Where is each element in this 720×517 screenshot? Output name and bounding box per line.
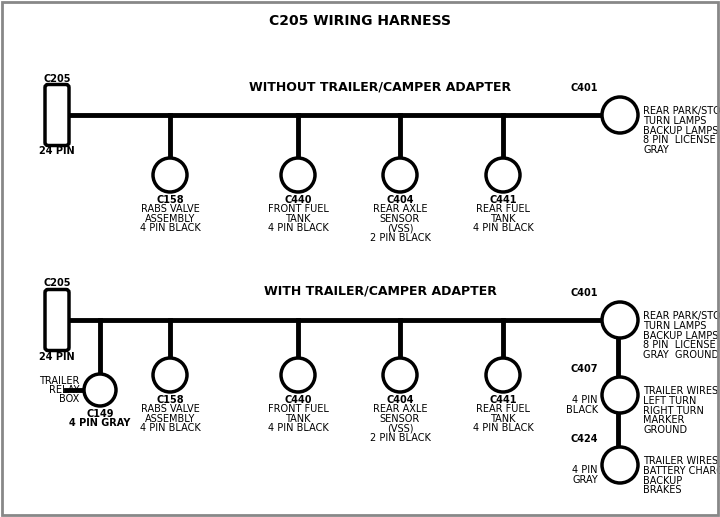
Text: 4 PIN: 4 PIN xyxy=(572,395,598,405)
Text: TANK: TANK xyxy=(490,214,516,224)
Text: BRAKES: BRAKES xyxy=(643,485,682,495)
Text: TRAILER: TRAILER xyxy=(39,375,79,386)
Text: C404: C404 xyxy=(386,195,414,205)
Text: RABS VALVE: RABS VALVE xyxy=(140,404,199,415)
Text: TANK: TANK xyxy=(285,214,311,224)
Circle shape xyxy=(486,358,520,392)
Text: C158: C158 xyxy=(156,395,184,405)
Text: BATTERY CHARGE: BATTERY CHARGE xyxy=(643,466,720,476)
Text: TRAILER WIRES: TRAILER WIRES xyxy=(643,386,718,396)
Text: REAR PARK/STOP: REAR PARK/STOP xyxy=(643,106,720,116)
Circle shape xyxy=(153,358,187,392)
Text: FRONT FUEL: FRONT FUEL xyxy=(268,204,328,215)
Text: TANK: TANK xyxy=(285,414,311,424)
Circle shape xyxy=(486,158,520,192)
Circle shape xyxy=(84,374,116,406)
Circle shape xyxy=(281,158,315,192)
Text: 2 PIN BLACK: 2 PIN BLACK xyxy=(369,233,431,243)
Text: C205: C205 xyxy=(43,279,71,288)
Text: 8 PIN  LICENSE LAMPS: 8 PIN LICENSE LAMPS xyxy=(643,340,720,351)
Text: GRAY  GROUND: GRAY GROUND xyxy=(643,350,719,360)
Text: C205 WIRING HARNESS: C205 WIRING HARNESS xyxy=(269,14,451,28)
Text: WITHOUT TRAILER/CAMPER ADAPTER: WITHOUT TRAILER/CAMPER ADAPTER xyxy=(249,80,511,93)
Circle shape xyxy=(602,447,638,483)
Text: REAR FUEL: REAR FUEL xyxy=(476,404,530,415)
Text: 4 PIN BLACK: 4 PIN BLACK xyxy=(268,223,328,233)
Text: RELAY: RELAY xyxy=(48,385,79,395)
Text: C441: C441 xyxy=(490,195,517,205)
Text: BOX: BOX xyxy=(59,394,79,404)
Text: SENSOR: SENSOR xyxy=(380,414,420,424)
Text: REAR FUEL: REAR FUEL xyxy=(476,204,530,215)
Circle shape xyxy=(383,358,417,392)
Text: ASSEMBLY: ASSEMBLY xyxy=(145,214,195,224)
Text: MARKER: MARKER xyxy=(643,415,685,425)
Text: 4 PIN BLACK: 4 PIN BLACK xyxy=(472,423,534,433)
Text: C149: C149 xyxy=(86,409,114,419)
Text: (VSS): (VSS) xyxy=(387,223,413,233)
Text: C407: C407 xyxy=(570,364,598,374)
Text: BLACK: BLACK xyxy=(566,405,598,415)
Text: 24 PIN: 24 PIN xyxy=(39,146,75,157)
Circle shape xyxy=(153,158,187,192)
Text: C441: C441 xyxy=(490,395,517,405)
Text: 8 PIN  LICENSE LAMPS: 8 PIN LICENSE LAMPS xyxy=(643,135,720,145)
Text: 4 PIN: 4 PIN xyxy=(572,465,598,475)
Text: GROUND: GROUND xyxy=(643,425,687,435)
Circle shape xyxy=(602,97,638,133)
Text: BACKUP: BACKUP xyxy=(643,476,683,485)
Text: C440: C440 xyxy=(284,195,312,205)
Text: REAR AXLE: REAR AXLE xyxy=(373,204,427,215)
Text: (VSS): (VSS) xyxy=(387,423,413,433)
Circle shape xyxy=(602,302,638,338)
Text: TURN LAMPS: TURN LAMPS xyxy=(643,116,706,126)
Text: ASSEMBLY: ASSEMBLY xyxy=(145,414,195,424)
FancyBboxPatch shape xyxy=(45,290,69,351)
Text: C205: C205 xyxy=(43,73,71,84)
Text: C401: C401 xyxy=(570,83,598,93)
Text: 4 PIN BLACK: 4 PIN BLACK xyxy=(140,423,200,433)
Text: FRONT FUEL: FRONT FUEL xyxy=(268,404,328,415)
Text: GRAY: GRAY xyxy=(572,475,598,485)
Text: REAR AXLE: REAR AXLE xyxy=(373,404,427,415)
Text: GRAY: GRAY xyxy=(643,145,669,155)
Circle shape xyxy=(281,358,315,392)
Text: BACKUP LAMPS: BACKUP LAMPS xyxy=(643,126,719,135)
Text: C401: C401 xyxy=(570,288,598,298)
FancyBboxPatch shape xyxy=(45,84,69,145)
Text: LEFT TURN: LEFT TURN xyxy=(643,396,696,406)
Circle shape xyxy=(602,377,638,413)
Circle shape xyxy=(383,158,417,192)
Text: BACKUP LAMPS: BACKUP LAMPS xyxy=(643,330,719,341)
Text: TANK: TANK xyxy=(490,414,516,424)
Text: SENSOR: SENSOR xyxy=(380,214,420,224)
Text: REAR PARK/STOP: REAR PARK/STOP xyxy=(643,311,720,321)
Text: RABS VALVE: RABS VALVE xyxy=(140,204,199,215)
Text: C424: C424 xyxy=(570,434,598,444)
Text: TURN LAMPS: TURN LAMPS xyxy=(643,321,706,331)
Text: 2 PIN BLACK: 2 PIN BLACK xyxy=(369,433,431,443)
Text: C158: C158 xyxy=(156,195,184,205)
Text: 4 PIN BLACK: 4 PIN BLACK xyxy=(268,423,328,433)
Text: TRAILER WIRES: TRAILER WIRES xyxy=(643,456,718,466)
Text: WITH TRAILER/CAMPER ADAPTER: WITH TRAILER/CAMPER ADAPTER xyxy=(264,285,496,298)
Text: C404: C404 xyxy=(386,395,414,405)
Text: 4 PIN BLACK: 4 PIN BLACK xyxy=(472,223,534,233)
Text: 4 PIN GRAY: 4 PIN GRAY xyxy=(69,418,131,429)
Text: RIGHT TURN: RIGHT TURN xyxy=(643,406,704,416)
Text: 4 PIN BLACK: 4 PIN BLACK xyxy=(140,223,200,233)
Text: C440: C440 xyxy=(284,395,312,405)
Text: 24 PIN: 24 PIN xyxy=(39,352,75,361)
